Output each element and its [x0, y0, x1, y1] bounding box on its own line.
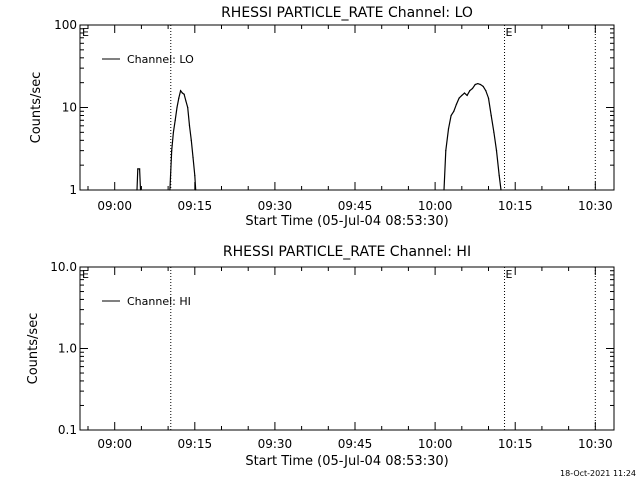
- corner-label: E: [82, 268, 89, 281]
- data-point: [190, 139, 192, 141]
- x-tick-label: 09:30: [258, 199, 293, 213]
- y-tick-label: 1.0: [58, 342, 77, 356]
- data-point: [477, 82, 479, 85]
- x-tick-label: 09:15: [178, 199, 213, 213]
- chart-panel-1: RHESSI PARTICLE_RATE Channel: LO 09:00 09:…: [29, 5, 615, 229]
- y-tick-label: 10: [62, 101, 77, 115]
- data-point: [137, 168, 139, 170]
- data-point: [490, 114, 492, 117]
- plot-frame: [79, 266, 615, 431]
- data-point: [171, 150, 173, 152]
- plot-frame: [79, 24, 615, 191]
- legend-label: Channel: LO: [127, 53, 194, 66]
- x-tick-label: 09:30: [258, 437, 293, 451]
- y-axis-label: Counts/sec: [26, 313, 41, 385]
- y-tick-label: 10.0: [50, 260, 77, 274]
- x-tick-label: 09:45: [338, 199, 373, 213]
- x-tick-label: 09:00: [97, 199, 132, 213]
- data-point: [471, 87, 474, 90]
- series-line: [169, 89, 197, 191]
- event-marker-label: E: [506, 268, 513, 281]
- data-point: [482, 85, 484, 88]
- x-tick-label: 10:15: [498, 199, 533, 213]
- data-point: [474, 83, 476, 86]
- data-point: [458, 97, 460, 99]
- corner-label: E: [82, 26, 89, 39]
- data-point: [461, 94, 463, 97]
- data-point: [194, 174, 196, 177]
- data-point: [495, 150, 498, 152]
- y-tick-label: 0.1: [58, 423, 77, 437]
- data-point: [498, 174, 500, 177]
- chart-title: RHESSI PARTICLE_RATE Channel: HI: [223, 244, 471, 260]
- x-tick-label: 09:15: [178, 437, 213, 451]
- data-point: [174, 119, 176, 121]
- data-point: [445, 150, 447, 152]
- event-marker-label: E: [506, 26, 513, 39]
- x-tick-label: 09:00: [97, 437, 132, 451]
- data-point: [453, 110, 455, 112]
- x-tick-label: 09:45: [338, 437, 373, 451]
- data-point: [139, 168, 141, 170]
- x-tick-label: 10:30: [578, 437, 613, 451]
- y-tick-label: 1: [69, 183, 77, 197]
- data-point: [185, 100, 187, 102]
- data-point: [469, 90, 471, 92]
- chart-panel-2: RHESSI PARTICLE_RATE Channel: HI 09:00 09:…: [26, 244, 615, 469]
- data-point: [188, 125, 191, 127]
- x-tick-label: 10:00: [418, 437, 453, 451]
- data-point: [493, 131, 495, 133]
- x-tick-label: 10:15: [498, 437, 533, 451]
- x-axis-label: Start Time (05-Jul-04 08:53:30): [245, 454, 448, 469]
- data-point: [463, 92, 466, 94]
- legend-label: Channel: HI: [127, 295, 191, 308]
- series-line: [443, 82, 502, 191]
- data-point: [139, 189, 142, 191]
- x-tick-label: 10:30: [578, 199, 613, 213]
- data-point: [136, 189, 138, 191]
- data-point: [443, 189, 445, 191]
- data-point: [447, 128, 450, 130]
- y-axis-label: Counts/sec: [29, 72, 44, 144]
- data-point: [192, 156, 194, 158]
- data-point: [176, 106, 178, 109]
- series-line: [136, 168, 142, 191]
- plot-timestamp: 18-Oct-2021 11:24: [560, 469, 636, 478]
- x-axis-label: Start Time (05-Jul-04 08:53:30): [245, 214, 448, 229]
- data-point: [479, 83, 482, 86]
- data-point: [183, 93, 185, 95]
- data-point: [181, 92, 183, 94]
- data-point: [169, 189, 171, 191]
- data-point: [455, 103, 458, 105]
- data-point: [466, 94, 468, 97]
- x-tick-label: 10:00: [418, 199, 453, 213]
- data-point: [178, 97, 180, 99]
- y-tick-label: 100: [54, 18, 77, 32]
- data-point: [500, 189, 502, 191]
- chart-title: RHESSI PARTICLE_RATE Channel: LO: [221, 5, 473, 21]
- data-point: [487, 97, 490, 99]
- data-point: [187, 106, 189, 109]
- data-point: [450, 114, 452, 117]
- data-point: [172, 131, 175, 133]
- data-point: [485, 90, 487, 92]
- data-point: [179, 90, 182, 92]
- data-point: [195, 189, 197, 191]
